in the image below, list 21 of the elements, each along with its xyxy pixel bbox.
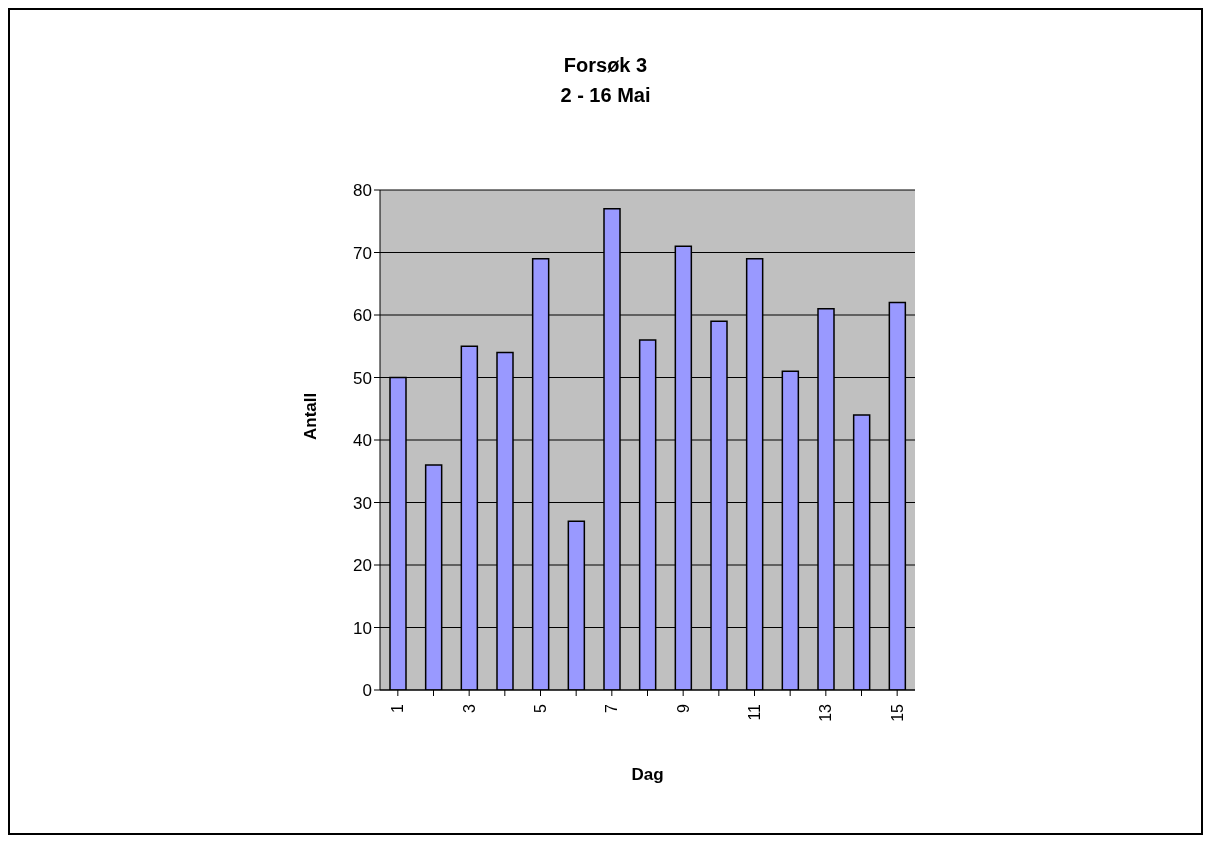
y-tick-label: 40	[353, 431, 372, 451]
y-axis-title: Antall	[301, 392, 321, 440]
x-tick-label: 7	[603, 703, 621, 713]
x-tick-label: 15	[888, 703, 906, 722]
y-tick-label: 70	[353, 243, 372, 263]
chart-subtitle: 2 - 16 Mai	[559, 83, 652, 108]
x-tick-label: 3	[460, 703, 478, 713]
x-tick-label: 1	[389, 703, 407, 713]
x-tick-label: 11	[746, 703, 763, 721]
x-tick-label: 5	[532, 703, 549, 713]
y-tick-label: 30	[353, 493, 372, 513]
x-tick-label: 13	[817, 703, 835, 722]
chart-title: Forsøk 3	[562, 53, 649, 78]
y-tick-label: 60	[353, 306, 372, 326]
y-tick-label: 10	[353, 618, 372, 638]
y-tick-label: 50	[353, 368, 372, 388]
y-tick-label: 0	[362, 681, 372, 701]
x-tick-label: 9	[674, 703, 692, 713]
y-tick-label: 20	[353, 556, 372, 576]
x-axis-title: Dag	[631, 765, 664, 784]
y-tick-label: 80	[353, 181, 372, 201]
